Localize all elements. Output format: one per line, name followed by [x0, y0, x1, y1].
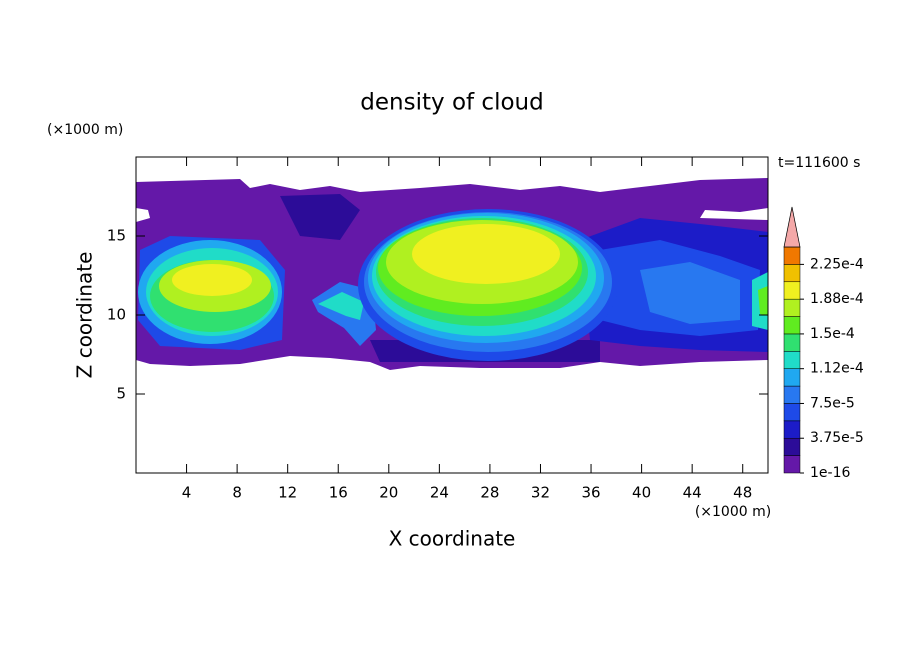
colorbar-band [783, 368, 801, 387]
y-unit: (×1000 m) [47, 122, 123, 138]
colorbar-band [783, 333, 801, 352]
contour-region [640, 262, 740, 324]
x-tick-label: 16 [329, 484, 348, 502]
colorbar-band [783, 403, 801, 422]
colorbar-tick-label: 7.5e-5 [810, 395, 855, 411]
colorbar-overflow [783, 206, 801, 248]
x-tick-label: 4 [182, 484, 192, 502]
y-tick-label: 5 [116, 385, 126, 403]
colorbar-band [783, 351, 801, 369]
contour-region [758, 286, 768, 316]
colorbar-tick-label: 2.25e-4 [810, 256, 864, 272]
x-unit: (×1000 m) [695, 504, 771, 520]
x-tick-label: 36 [581, 484, 600, 502]
colorbar-band [783, 298, 801, 317]
y-tick-label: 10 [107, 306, 126, 324]
colorbar-band [783, 437, 801, 456]
colorbar-tick-label: 1.5e-4 [810, 326, 855, 342]
colorbar-band [783, 246, 801, 265]
x-tick-label: 32 [531, 484, 550, 502]
contour-region [318, 292, 364, 320]
colorbar-tick-label: 1.12e-4 [810, 361, 864, 377]
colorbar-band [783, 420, 801, 439]
x-tick-label: 24 [430, 484, 449, 502]
colorbar-band [783, 264, 801, 283]
time-annotation: t=111600 s [778, 155, 860, 171]
colorbar-band [783, 281, 801, 300]
colorbar-tick-label: 3.75e-5 [810, 430, 864, 446]
colorbar-band [783, 455, 801, 474]
colorbar-tick-label: 1e-16 [810, 465, 850, 481]
x-tick-label: 28 [480, 484, 499, 502]
colorbar-tick-label: 1.88e-4 [810, 291, 864, 307]
x-tick-label: 8 [232, 484, 242, 502]
y-axis-label: Z coordinate [73, 252, 97, 379]
x-tick-label: 40 [632, 484, 651, 502]
contour-region [412, 224, 560, 284]
x-tick-label: 12 [278, 484, 297, 502]
x-axis-label: X coordinate [389, 527, 516, 551]
chart-title: density of cloud [360, 90, 543, 116]
contour-field [136, 178, 768, 370]
y-tick-label: 15 [107, 227, 126, 245]
colorbar-band [783, 385, 801, 404]
colorbar-band [783, 316, 801, 335]
x-tick-label: 20 [379, 484, 398, 502]
x-tick-label: 44 [683, 484, 702, 502]
contour-region [172, 264, 252, 296]
x-tick-label: 48 [733, 484, 752, 502]
contour-region [280, 194, 360, 240]
